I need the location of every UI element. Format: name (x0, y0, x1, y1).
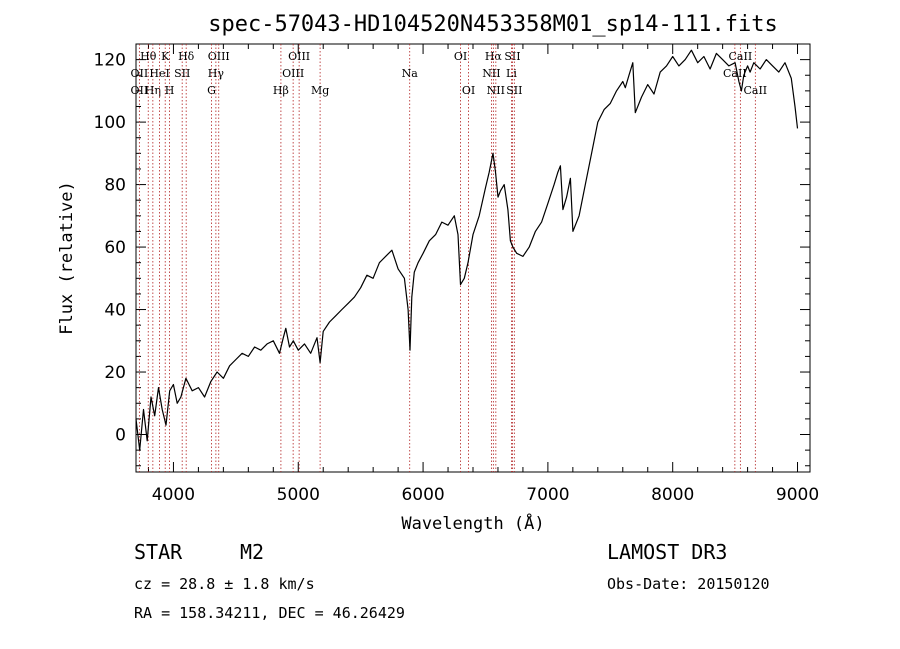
spectral-line-label: K (161, 50, 170, 63)
redshift-velocity: cz = 28.8 ± 1.8 km/s (134, 575, 315, 593)
spectral-line-label: Hη (145, 84, 161, 97)
spectral-line-label: OIII (288, 50, 310, 63)
x-axis-label: Wavelength (Å) (401, 512, 544, 534)
spectral-line-label: NII (487, 84, 505, 97)
spectral-line-label: CaII (729, 50, 753, 63)
y-tick-label: 40 (104, 301, 126, 321)
y-axis-label: Flux (relative) (57, 181, 77, 335)
spectral-line-label: OIII (208, 50, 230, 63)
spectral-line-label: CaII (743, 84, 767, 97)
spectral-line-label: Hθ (140, 50, 157, 63)
spectral-line-label: Hα (485, 50, 503, 63)
spectral-line-label: OIII (282, 67, 304, 80)
y-tick-label: 20 (104, 363, 126, 383)
chart-title: spec-57043-HD104520N453358M01_sp14-111.f… (208, 12, 778, 37)
spectral-line-label: G (207, 84, 216, 97)
spectral-line-label: Hγ (208, 67, 225, 80)
spectral-line-label: OI (454, 50, 467, 63)
spectral-line-label: Hβ (273, 84, 289, 97)
spectral-line-label: Li (506, 67, 517, 80)
observation-date: Obs-Date: 20150120 (607, 575, 770, 593)
x-tick-label: 6000 (401, 485, 444, 505)
object-subclass: M2 (240, 540, 265, 564)
object-class: STAR (134, 540, 183, 564)
spectral-line-label: Mg (311, 84, 329, 97)
plot-frame (135, 43, 811, 473)
spectral-line-label: HeI (149, 67, 169, 80)
x-tick-label: 4000 (152, 485, 195, 505)
spectral-line-label: SII (504, 50, 520, 63)
spectral-line-label: H (165, 84, 175, 97)
y-tick-label: 0 (115, 426, 126, 446)
spectral-line-label: NII (482, 67, 500, 80)
spectral-line-label: OII (131, 67, 149, 80)
spectral-line-label: Hδ (178, 50, 195, 63)
sky-coordinates: RA = 158.34211, DEC = 46.26429 (134, 604, 405, 622)
y-tick-label: 100 (94, 113, 126, 133)
survey-name: LAMOST DR3 (607, 540, 728, 564)
spectral-line-label: Na (402, 67, 419, 80)
x-tick-label: 7000 (526, 485, 569, 505)
x-tick-label: 8000 (651, 485, 694, 505)
spectral-line-label: OI (462, 84, 475, 97)
flux-line (135, 49, 799, 451)
spectral-line-label: CaII (723, 67, 747, 80)
spectral-line-label: SII (174, 67, 190, 80)
y-tick-label: 60 (104, 238, 126, 258)
x-tick-label: 9000 (776, 485, 819, 505)
y-tick-label: 80 (104, 176, 126, 196)
x-tick-label: 5000 (277, 485, 320, 505)
spectral-line-label: SII (506, 84, 522, 97)
spectral-line-label: OII (131, 84, 149, 97)
y-tick-label: 120 (94, 51, 126, 71)
